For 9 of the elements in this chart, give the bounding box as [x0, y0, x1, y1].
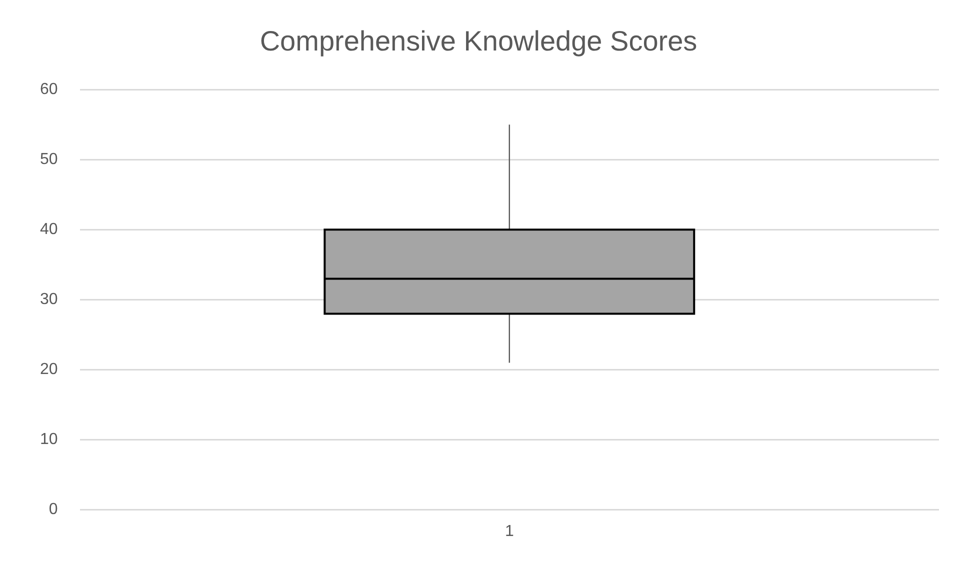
x-tick-label: 1 — [504, 522, 514, 540]
y-tick-label: 10 — [40, 431, 58, 448]
y-tick-label: 50 — [40, 151, 58, 168]
y-tick-label: 40 — [40, 221, 58, 238]
y-tick-label: 0 — [48, 501, 58, 518]
y-tick-label: 60 — [40, 81, 58, 98]
y-tick-label: 30 — [40, 291, 58, 308]
y-tick-label: 20 — [40, 361, 58, 378]
chart-title: Comprehensive Knowledge Scores — [260, 26, 698, 57]
